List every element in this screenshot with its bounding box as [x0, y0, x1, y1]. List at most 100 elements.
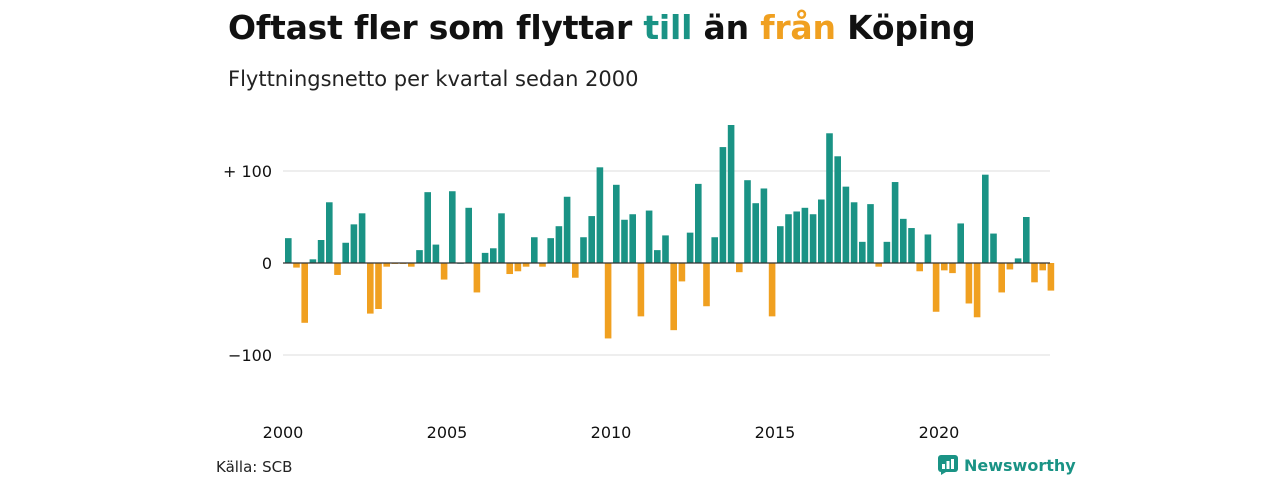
- bar: [662, 235, 669, 263]
- bar: [531, 237, 538, 263]
- bar: [326, 202, 333, 263]
- bar: [1047, 263, 1055, 291]
- bar: [957, 223, 964, 263]
- bar: [1014, 258, 1022, 263]
- bar: [334, 263, 341, 275]
- bar: [473, 263, 481, 293]
- bar: [842, 186, 850, 263]
- bar: [547, 238, 554, 263]
- title-highlight-fran: från: [760, 8, 836, 47]
- bar: [924, 234, 932, 263]
- bar: [916, 263, 923, 272]
- bar: [490, 248, 497, 263]
- y-tick-label: −100: [228, 346, 272, 365]
- bar: [727, 125, 735, 263]
- bar: [539, 263, 546, 267]
- bar: [883, 241, 891, 263]
- bar: [317, 240, 325, 263]
- bar: [777, 226, 784, 263]
- bar: [408, 263, 415, 267]
- bar: [555, 226, 563, 263]
- bar: [342, 242, 349, 263]
- bar: [1031, 263, 1038, 283]
- bar: [637, 263, 645, 317]
- bar-chart: + 100 0 −100 2000 2005 2010 2015 2020: [223, 125, 1055, 442]
- bar: [604, 263, 612, 339]
- bar: [686, 232, 694, 263]
- bar: [654, 250, 661, 263]
- bar: [826, 133, 833, 263]
- bar: [613, 184, 620, 263]
- bar: [285, 238, 292, 263]
- bar: [703, 263, 710, 307]
- gridlines: [283, 170, 1050, 356]
- newsworthy-logo-icon: [938, 455, 958, 475]
- bar: [695, 183, 702, 263]
- source-note: Källa: SCB: [216, 458, 293, 476]
- bar: [580, 237, 587, 263]
- bar: [563, 196, 571, 263]
- bar: [949, 263, 956, 274]
- bar: [736, 263, 743, 273]
- bar: [891, 182, 899, 263]
- bar: [982, 174, 989, 263]
- bar: [990, 233, 997, 263]
- bar: [358, 213, 366, 263]
- axes: + 100 0 −100 2000 2005 2010 2015 2020: [223, 162, 1050, 442]
- bar: [645, 210, 653, 263]
- bar: [629, 214, 636, 263]
- bar: [900, 218, 907, 263]
- bar: [424, 192, 431, 263]
- bar: [932, 263, 940, 312]
- x-tick-label: 2020: [919, 423, 960, 442]
- bar: [744, 180, 751, 263]
- bar: [440, 263, 448, 280]
- y-tick-label: + 100: [223, 162, 272, 181]
- chart-subtitle: Flyttningsnetto per kvartal sedan 2000: [228, 67, 639, 91]
- bar: [818, 199, 825, 263]
- bar: [588, 216, 595, 263]
- x-tick-label: 2005: [427, 423, 468, 442]
- bar: [309, 259, 317, 263]
- x-tick-label: 2010: [591, 423, 632, 442]
- bar: [1006, 263, 1014, 270]
- bar: [719, 147, 727, 263]
- title-part-5: Köping: [835, 8, 976, 47]
- bar: [670, 263, 677, 331]
- bar: [432, 244, 440, 263]
- bar: [572, 263, 579, 278]
- bar: [621, 219, 628, 263]
- bar: [760, 188, 768, 263]
- bar: [941, 263, 948, 271]
- bar: [498, 213, 505, 263]
- bar: [522, 263, 530, 267]
- bar: [678, 263, 686, 282]
- title-part-1: Oftast fler som flyttar: [228, 8, 644, 47]
- bar: [793, 211, 800, 263]
- bar: [973, 263, 981, 318]
- bar: [768, 263, 776, 317]
- bar: [375, 263, 382, 309]
- bar: [293, 263, 300, 268]
- brand-name: Newsworthy: [964, 455, 1076, 475]
- bar: [416, 250, 423, 263]
- bar: [875, 263, 882, 267]
- bar: [711, 237, 718, 263]
- x-tick-label: 2015: [755, 423, 796, 442]
- bar: [785, 214, 792, 263]
- bar: [1039, 263, 1046, 271]
- bar: [383, 263, 390, 267]
- bar: [859, 241, 866, 263]
- bar: [481, 252, 489, 263]
- bar: [752, 203, 759, 263]
- bar: [367, 263, 374, 314]
- bar: [809, 214, 817, 263]
- bar: [449, 191, 456, 263]
- chart-title: Oftast fler som flyttar till än från Köp…: [228, 8, 976, 47]
- bar: [965, 263, 973, 304]
- bar: [506, 263, 513, 275]
- title-highlight-till: till: [643, 8, 693, 47]
- bars: [285, 125, 1055, 339]
- bar: [465, 207, 472, 263]
- bar: [514, 263, 522, 272]
